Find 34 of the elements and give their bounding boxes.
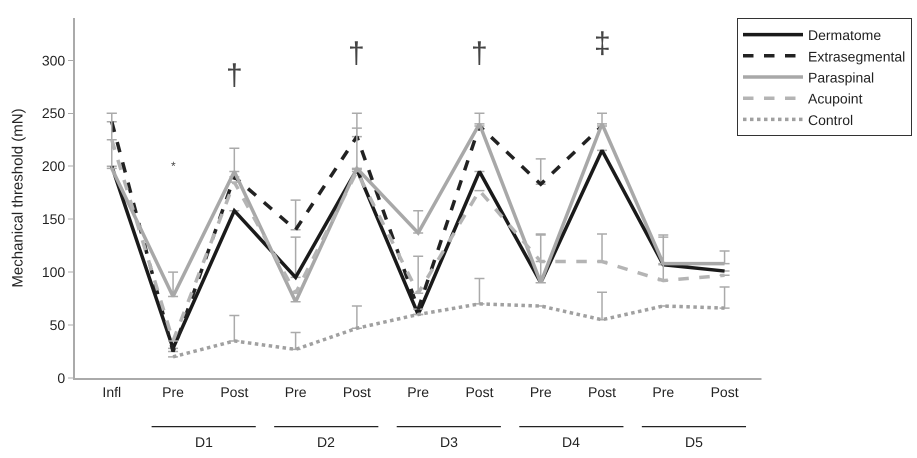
- y-tick-label: 250: [42, 105, 66, 122]
- y-tick-label: 0: [57, 370, 66, 386]
- x-tick-label: Pre: [530, 384, 552, 400]
- y-tick-label: 300: [42, 52, 66, 68]
- x-tick-label: Post: [342, 384, 372, 400]
- x-tick-label: Post: [220, 384, 248, 400]
- legend-label: Dermatome: [808, 27, 882, 44]
- annotation: †: [348, 37, 365, 70]
- annotation: †: [471, 37, 488, 70]
- legend-label: Extrasegmental: [808, 48, 906, 64]
- legend-label: Acupoint: [808, 90, 863, 107]
- text: D5: [685, 434, 704, 450]
- x-tick-label: Infl: [102, 384, 122, 400]
- text: D1: [195, 434, 214, 450]
- y-tick-label: 200: [42, 158, 66, 174]
- text: D3: [440, 434, 458, 450]
- y-tick-label: 100: [42, 264, 66, 280]
- y-tick-label: 50: [50, 316, 66, 333]
- legend-label: Control: [808, 112, 854, 128]
- x-tick-label: Pre: [652, 384, 674, 400]
- text: D2: [317, 434, 336, 450]
- x-tick-label: Post: [710, 384, 739, 400]
- x-tick-label: Post: [465, 384, 494, 400]
- x-tick-label: Pre: [407, 384, 430, 400]
- x-tick-label: Pre: [162, 384, 184, 400]
- y-axis-title: Mechanical threshold (mN): [10, 108, 27, 288]
- annotation: ‡: [594, 27, 611, 60]
- x-tick-label: Post: [588, 384, 616, 400]
- x-tick-label: Pre: [284, 384, 307, 400]
- annotation: *: [171, 159, 176, 173]
- annotation: †: [226, 59, 243, 92]
- text: D4: [562, 434, 580, 450]
- legend-label: Paraspinal: [808, 69, 874, 86]
- y-tick-label: 150: [42, 211, 66, 228]
